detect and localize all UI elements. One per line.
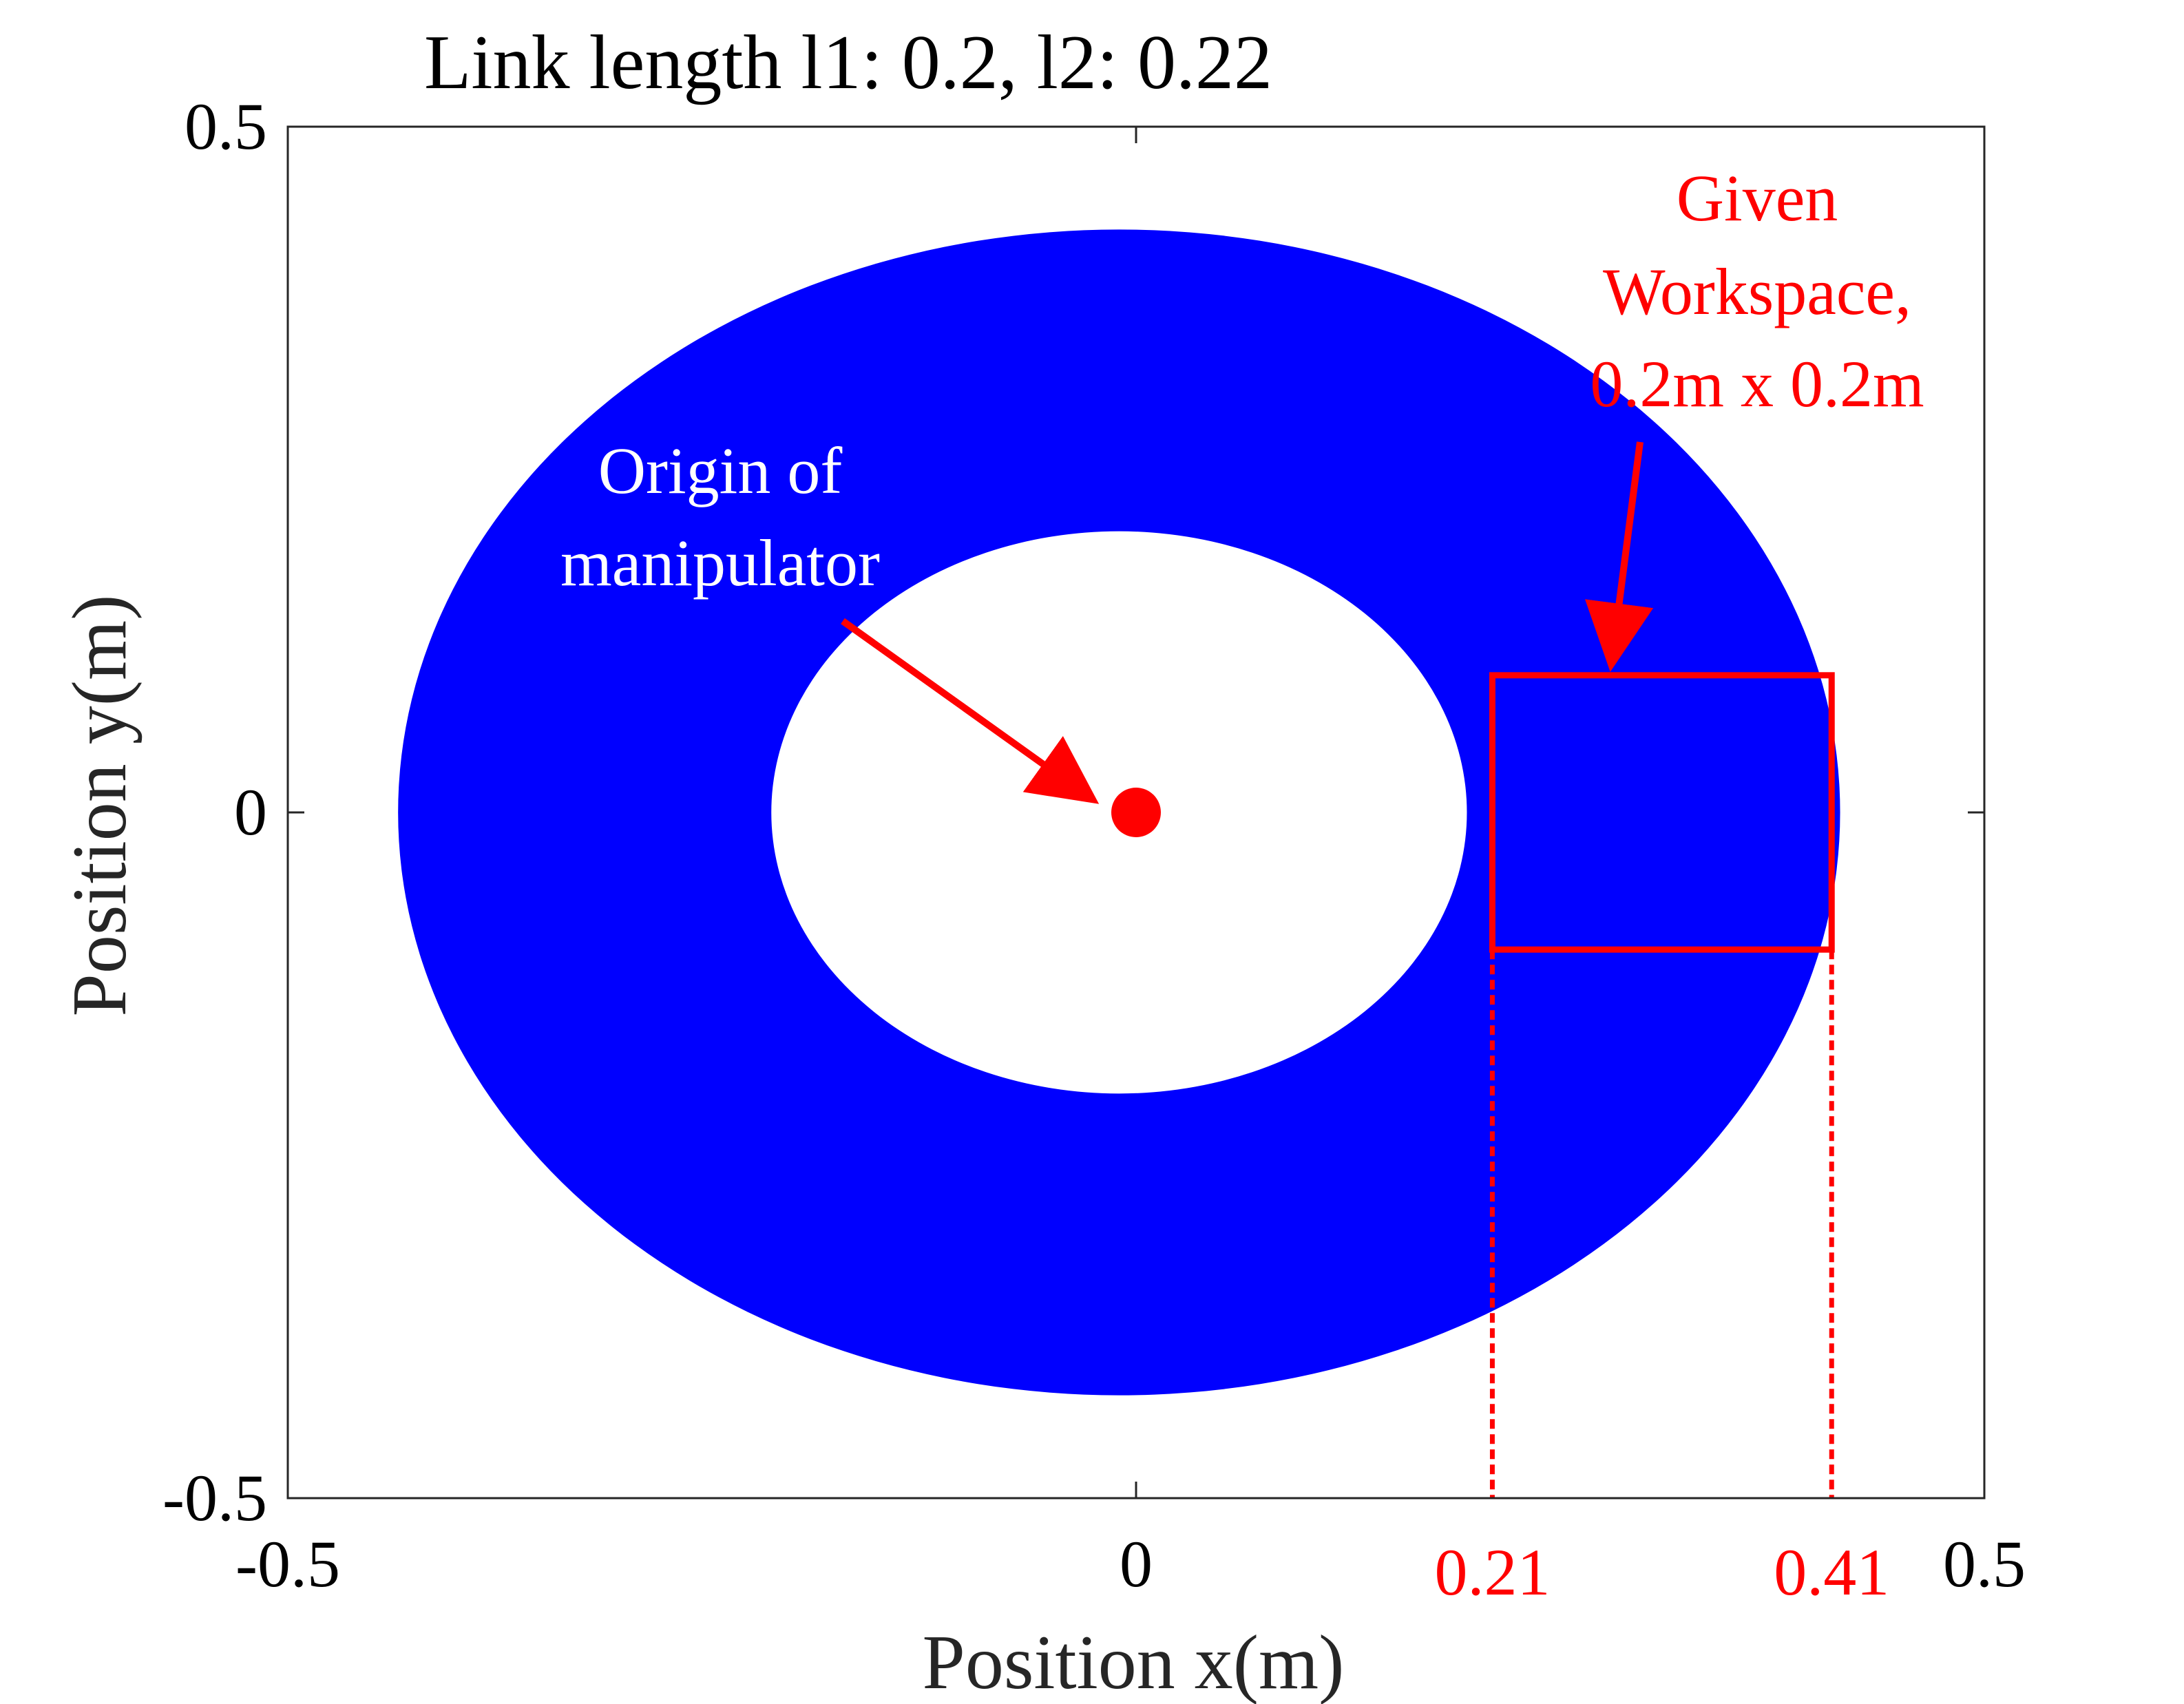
given-workspace-box xyxy=(1489,672,1835,953)
y-tick-label: 0.5 xyxy=(185,90,267,163)
workspace-arrow xyxy=(1584,441,1654,672)
x-tick-label: -0.5 xyxy=(235,1527,340,1601)
origin-marker xyxy=(1111,788,1161,837)
workspace-label-line2: Workspace, xyxy=(1603,255,1911,328)
x-tick-label: 0.5 xyxy=(1943,1527,2026,1601)
origin-label-line1: Origin of xyxy=(598,434,843,507)
workspace-label-line3: 0.2m x 0.2m xyxy=(1590,347,1924,421)
workspace-annulus xyxy=(398,229,1840,1396)
chart-title: Link length l1: 0.2, l2: 0.22 xyxy=(424,20,1272,105)
y-tick-label: -0.5 xyxy=(162,1461,267,1535)
x-marker-label-left: 0.21 xyxy=(1434,1535,1550,1609)
x-tick-label: 0 xyxy=(1120,1527,1153,1601)
x-axis-label: Position x(m) xyxy=(923,1620,1345,1704)
y-tick-label: 0 xyxy=(234,775,267,849)
origin-label-line2: manipulator xyxy=(560,526,880,600)
x-marker-label-right: 0.41 xyxy=(1774,1535,1889,1609)
y-axis-label: Position y(m) xyxy=(57,595,143,1017)
axis-ticks xyxy=(286,125,1986,1500)
workspace-label-line1: Given xyxy=(1677,161,1838,235)
origin-arrow xyxy=(841,618,1100,804)
